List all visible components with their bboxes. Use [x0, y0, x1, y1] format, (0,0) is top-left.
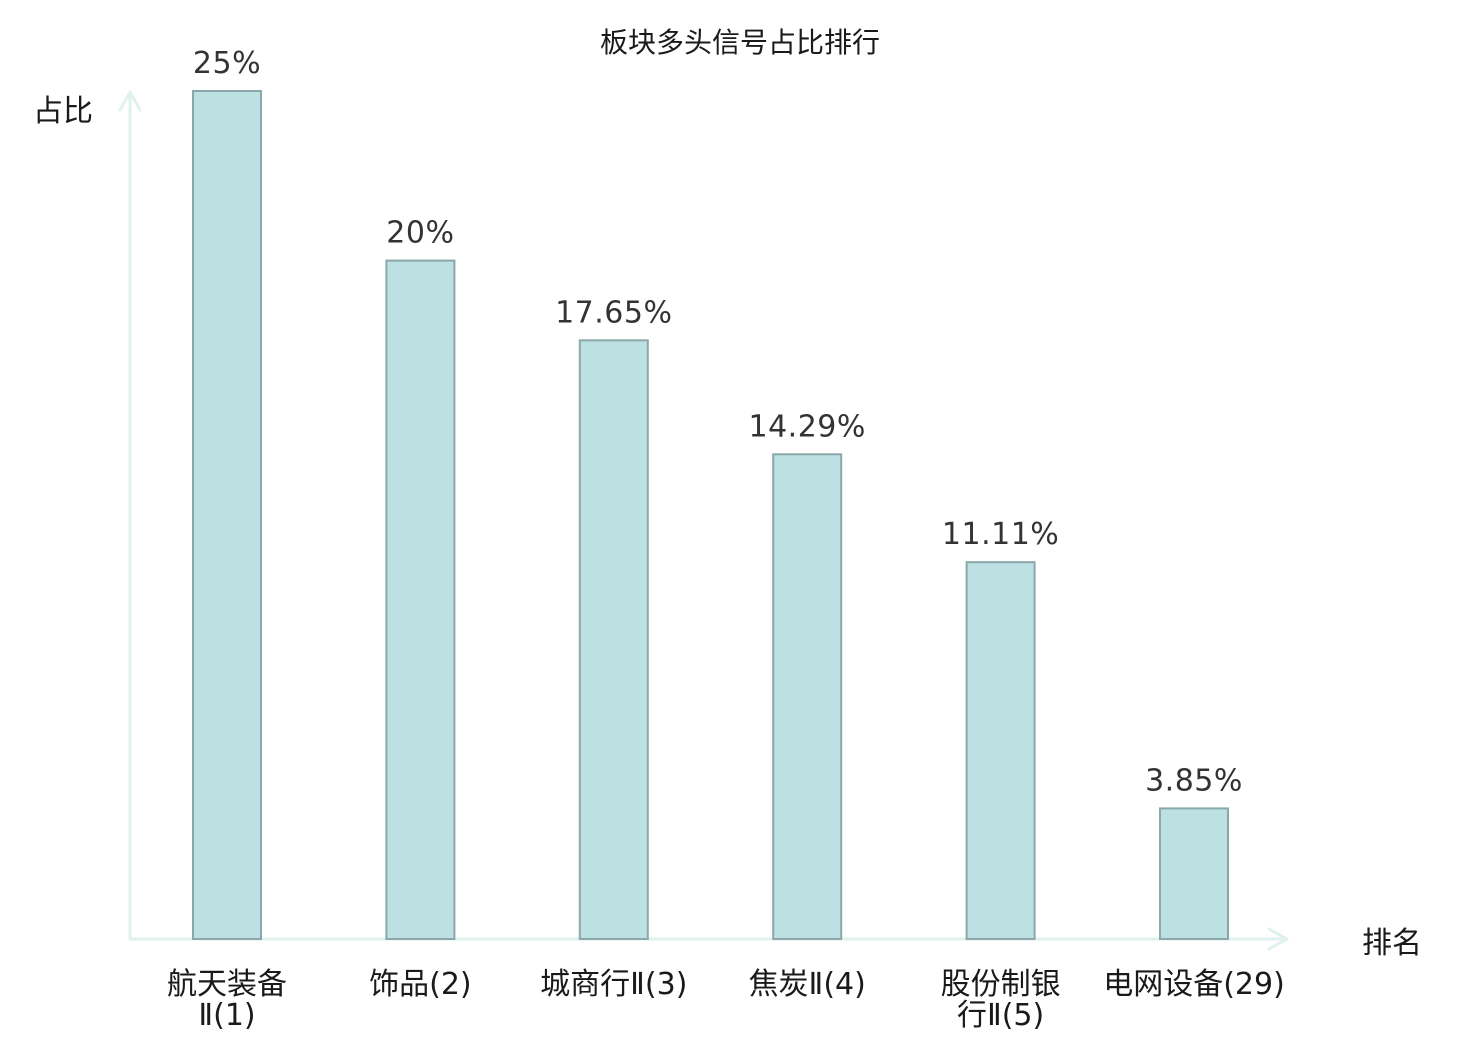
category-label: 饰品(2) — [369, 967, 472, 1002]
category-label: 焦炭Ⅱ(4) — [749, 967, 866, 1002]
bar — [772, 453, 843, 940]
y-axis-title: 占比 — [33, 94, 93, 129]
bars — [192, 90, 1229, 941]
y-axis-arrow — [118, 90, 142, 112]
category-label: Ⅱ(1) — [198, 998, 255, 1033]
bar — [965, 561, 1036, 940]
chart-title: 板块多头信号占比排行 — [600, 26, 880, 59]
x-axis-arrow — [1267, 927, 1289, 951]
value-label: 20% — [386, 216, 454, 251]
bar — [1159, 807, 1229, 941]
category-label: 股份制银 — [941, 967, 1061, 1002]
bar — [578, 339, 649, 940]
value-label: 14.29% — [749, 409, 866, 444]
axes — [118, 90, 1289, 951]
category-label: 行Ⅱ(5) — [957, 998, 1044, 1033]
value-label: 11.11% — [942, 517, 1059, 552]
value-label: 25% — [193, 46, 261, 81]
bar — [385, 259, 456, 941]
category-label: 城商行Ⅱ(3) — [540, 967, 687, 1002]
value-label: 3.85% — [1145, 763, 1243, 798]
category-label: 电网设备(29) — [1103, 967, 1285, 1002]
category-label: 航天装备 — [167, 967, 287, 1002]
x-axis-title: 排名 — [1362, 926, 1422, 961]
value-labels: 25% 20% 17.65% 14.29% 11.11% 3.85% — [193, 46, 1243, 798]
bar — [192, 90, 262, 940]
value-label: 17.65% — [555, 295, 672, 330]
